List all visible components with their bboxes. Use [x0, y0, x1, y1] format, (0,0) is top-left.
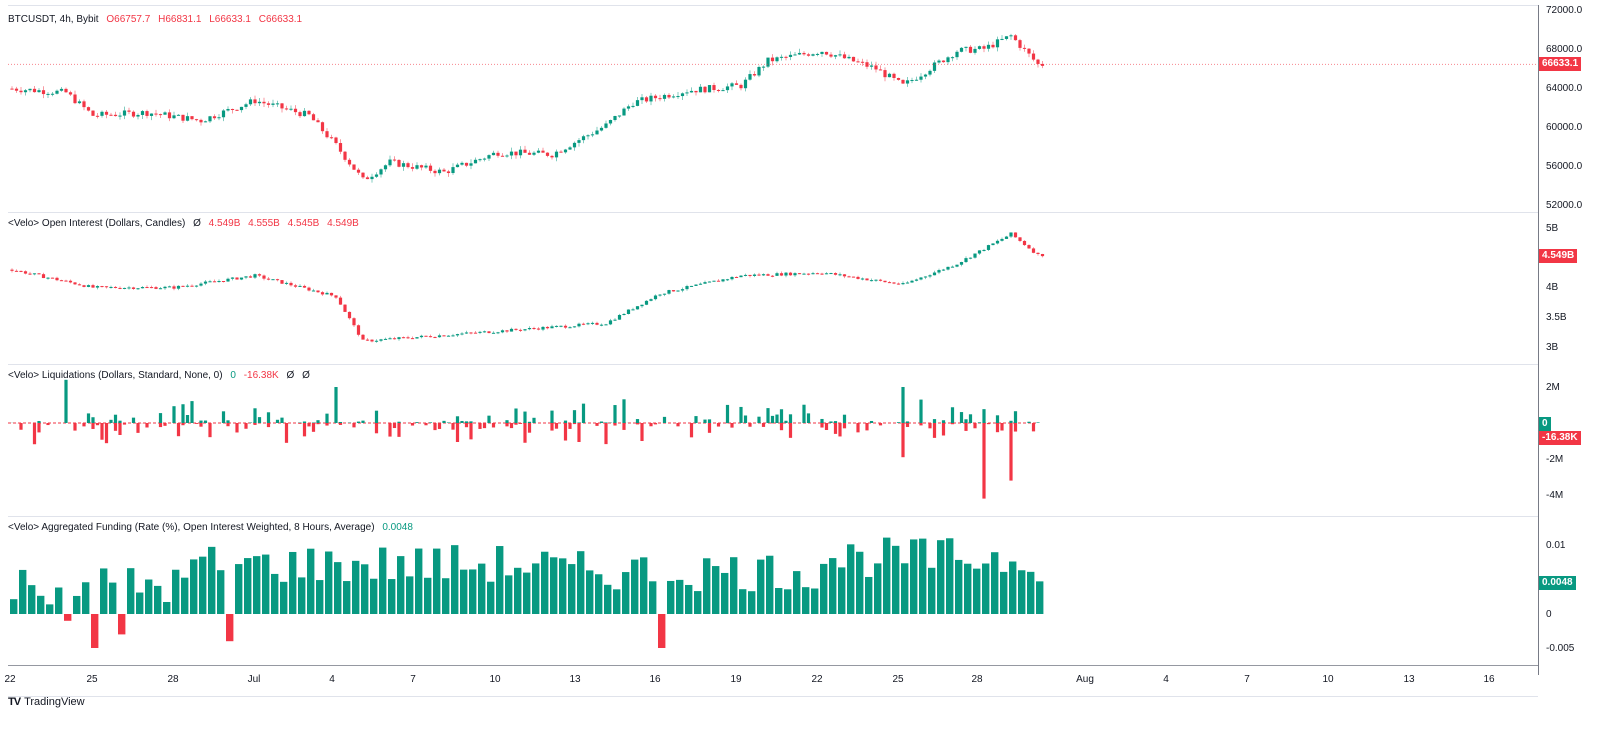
- funding-bars: [10, 537, 1044, 648]
- liq-null-1: Ø: [286, 370, 295, 381]
- oi-axis-label: 5B: [1546, 223, 1559, 234]
- price-current-badge: 66633.1: [1539, 57, 1582, 71]
- oi-low: 4.545B: [287, 218, 320, 229]
- time-axis[interactable]: 22 25 28 Jul 4 7 10 13 16 19 22 25 28 Au…: [4, 665, 1538, 696]
- oi-candles: [10, 232, 1045, 343]
- oi-high: 4.555B: [248, 218, 280, 229]
- liq-axis-label: -4M: [1546, 490, 1564, 501]
- time-label: 28: [971, 674, 983, 685]
- oi-close: 4.549B: [327, 218, 359, 229]
- liq-short-badge: -16.38K: [1539, 431, 1581, 445]
- price-pane[interactable]: [8, 5, 1538, 210]
- time-label: 7: [410, 674, 416, 685]
- oi-current-badge: 4.549B: [1539, 249, 1578, 263]
- oi-axis-label: 3B: [1546, 342, 1559, 353]
- liq-long-value: 0: [230, 370, 236, 381]
- time-label: 16: [1483, 674, 1495, 685]
- price-scale-border: [1538, 5, 1539, 675]
- funding-axis-label: -0.005: [1546, 643, 1575, 654]
- high-value: H66831.1: [158, 14, 202, 25]
- close-value: C66633.1: [258, 14, 303, 25]
- funding-axis-label: 0.01: [1546, 540, 1566, 551]
- price-axis-label: 60000.0: [1546, 122, 1583, 133]
- liq-pane[interactable]: [8, 365, 1538, 515]
- time-label: Aug: [1076, 674, 1094, 685]
- oi-axis-label: 4B: [1546, 282, 1559, 293]
- time-label: 25: [86, 674, 98, 685]
- price-axis-label: 64000.0: [1546, 83, 1583, 94]
- price-legend: BTCUSDT, 4h, Bybit O66757.7 H66831.1 L66…: [8, 14, 307, 25]
- liq-null-2: Ø: [302, 370, 310, 381]
- time-label: 13: [1403, 674, 1415, 685]
- time-label: 10: [489, 674, 501, 685]
- liq-bars: [8, 379, 1040, 499]
- time-label: 19: [730, 674, 742, 685]
- time-label: 22: [811, 674, 823, 685]
- price-candles: [8, 33, 1538, 183]
- liq-axis-label: 2M: [1546, 382, 1560, 393]
- funding-title[interactable]: <Velo> Aggregated Funding (Rate (%), Ope…: [8, 522, 375, 533]
- price-axis-label: 56000.0: [1546, 161, 1583, 172]
- price-axis-label: 72000.0: [1546, 5, 1583, 16]
- time-label: 13: [569, 674, 581, 685]
- price-axis-label: 68000.0: [1546, 44, 1583, 55]
- pane-separator[interactable]: [8, 516, 1538, 517]
- time-label: 4: [329, 674, 335, 685]
- symbol-label[interactable]: BTCUSDT, 4h, Bybit: [8, 14, 99, 25]
- pane-separator[interactable]: [8, 364, 1538, 365]
- oi-axis-label: 3.5B: [1546, 312, 1567, 323]
- time-label: 16: [649, 674, 661, 685]
- low-value: L66633.1: [209, 14, 251, 25]
- liq-axis-label: -2M: [1546, 454, 1564, 465]
- funding-axis-label: 0: [1546, 609, 1552, 620]
- tradingview-brand[interactable]: TV TradingView: [8, 696, 85, 708]
- liq-legend: <Velo> Liquidations (Dollars, Standard, …: [8, 370, 315, 381]
- oi-legend: <Velo> Open Interest (Dollars, Candles) …: [8, 218, 364, 229]
- funding-value: 0.0048: [382, 522, 413, 533]
- funding-legend: <Velo> Aggregated Funding (Rate (%), Ope…: [8, 522, 418, 533]
- time-label: Jul: [247, 674, 261, 685]
- brand-label: TradingView: [24, 696, 85, 708]
- liq-long-badge: 0: [1539, 417, 1551, 431]
- funding-pane[interactable]: [8, 517, 1538, 665]
- time-label: 28: [167, 674, 179, 685]
- liq-title[interactable]: <Velo> Liquidations (Dollars, Standard, …: [8, 370, 223, 381]
- oi-pane[interactable]: [8, 213, 1538, 363]
- funding-current-badge: 0.0048: [1539, 576, 1576, 590]
- open-value: O66757.7: [106, 14, 151, 25]
- oi-null-marker: Ø: [193, 218, 201, 229]
- oi-open: 4.549B: [208, 218, 241, 229]
- liq-short-value: -16.38K: [243, 370, 279, 381]
- chart-area[interactable]: [8, 5, 1538, 697]
- price-axis-label: 52000.0: [1546, 200, 1583, 211]
- time-label: 22: [4, 674, 16, 685]
- time-label: 4: [1163, 674, 1169, 685]
- pane-separator[interactable]: [8, 212, 1538, 213]
- time-label: 25: [892, 674, 904, 685]
- tradingview-logo-icon: TV: [8, 696, 21, 708]
- oi-title[interactable]: <Velo> Open Interest (Dollars, Candles): [8, 218, 186, 229]
- time-label: 10: [1322, 674, 1334, 685]
- time-label: 7: [1244, 674, 1250, 685]
